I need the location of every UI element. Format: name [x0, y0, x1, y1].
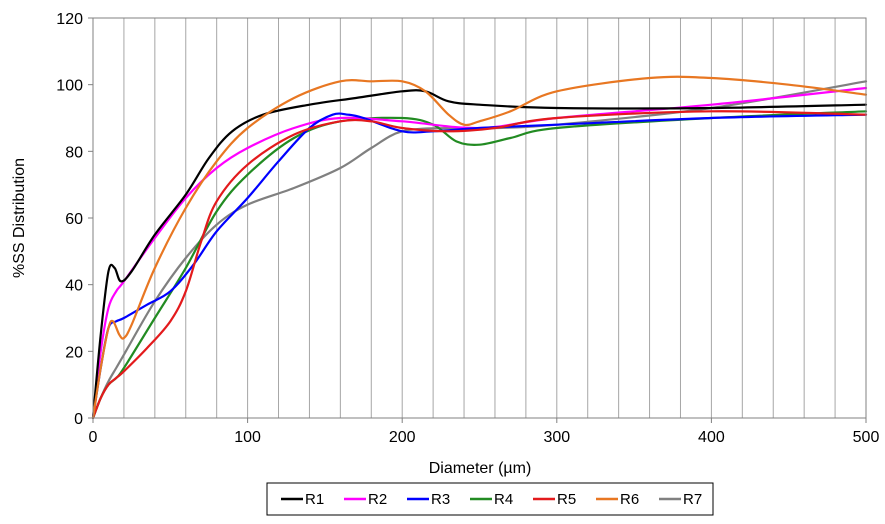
series-line-r2: [91, 86, 868, 420]
legend-label-r6: R6: [620, 491, 639, 508]
y-tick-label: 100: [56, 78, 83, 95]
y-tick-label: 0: [74, 411, 83, 428]
series-layer: [91, 75, 868, 420]
legend-label-r3: R3: [431, 491, 450, 508]
x-tick-label: 500: [853, 429, 880, 446]
legend-label-r2: R2: [368, 491, 387, 508]
y-tick-label: 40: [65, 278, 83, 295]
x-axis-title: Diameter (µm): [429, 460, 532, 477]
legend-label-r1: R1: [305, 491, 324, 508]
legend-label-r5: R5: [557, 491, 576, 508]
series-line-r6: [91, 75, 868, 420]
x-tick-label: 0: [89, 429, 98, 446]
y-axis-title: %SS Distribution: [11, 158, 28, 278]
series-line-r1: [91, 89, 868, 420]
legend-label-r4: R4: [494, 491, 513, 508]
legend: R1 R2 R3 R4 R5 R6 R7: [266, 482, 714, 516]
series-line-r3: [91, 112, 868, 420]
y-tick-label: 60: [65, 211, 83, 228]
y-tick-label: 120: [56, 11, 83, 28]
y-tick-label: 80: [65, 144, 83, 161]
x-tick-label: 100: [234, 429, 261, 446]
legend-label-r7: R7: [683, 491, 702, 508]
grid-layer: [123, 18, 836, 418]
axis-layer: 0 20 40 60 80 100 120 0 100 200 300 400 500: [56, 11, 879, 446]
series-line-r5: [91, 110, 868, 420]
y-tick-label: 20: [65, 344, 83, 361]
x-tick-label: 300: [543, 429, 570, 446]
series-line-r7: [91, 80, 868, 420]
x-tick-label: 200: [389, 429, 416, 446]
x-tick-label: 400: [698, 429, 725, 446]
